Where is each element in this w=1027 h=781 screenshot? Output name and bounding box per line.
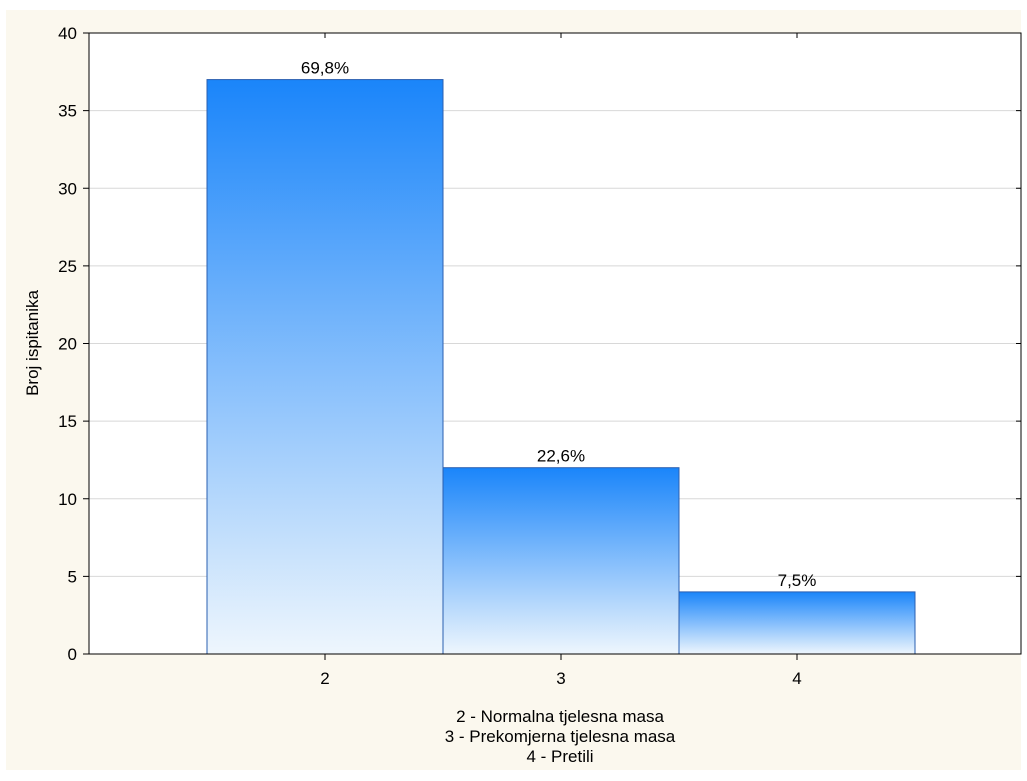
legend-line-1: 2 - Normalna tjelesna masa [456, 707, 664, 726]
data-labels: 69,8% 22,6% 7,5% [301, 59, 816, 590]
y-tick-label: 0 [68, 645, 77, 664]
x-tick-labels: 2 3 4 [320, 654, 802, 688]
bars [206, 79, 916, 655]
bar-2 [206, 79, 444, 655]
data-label-3: 22,6% [537, 447, 585, 466]
x-tick-label-4: 4 [792, 669, 801, 688]
y-tick-label: 25 [58, 257, 77, 276]
y-tick-label: 5 [68, 567, 77, 586]
y-tick-labels: 0 5 10 15 20 25 30 35 40 [58, 24, 1021, 664]
y-axis-title: Broj ispitanika [23, 290, 42, 396]
bar-3 [442, 467, 680, 655]
y-tick-label: 15 [58, 412, 77, 431]
y-tick-label: 20 [58, 335, 77, 354]
data-label-2: 69,8% [301, 59, 349, 78]
x-tick-label-3: 3 [556, 669, 565, 688]
y-tick-label: 40 [58, 24, 77, 43]
y-tick-label: 30 [58, 179, 77, 198]
legend-line-2: 3 - Prekomjerna tjelesna masa [445, 727, 676, 746]
bar-4 [678, 591, 916, 655]
data-label-4: 7,5% [778, 571, 817, 590]
y-tick-label: 35 [58, 102, 77, 121]
x-tick-label-2: 2 [320, 669, 329, 688]
legend-line-3: 4 - Pretili [526, 747, 593, 766]
y-tick-label: 10 [58, 490, 77, 509]
